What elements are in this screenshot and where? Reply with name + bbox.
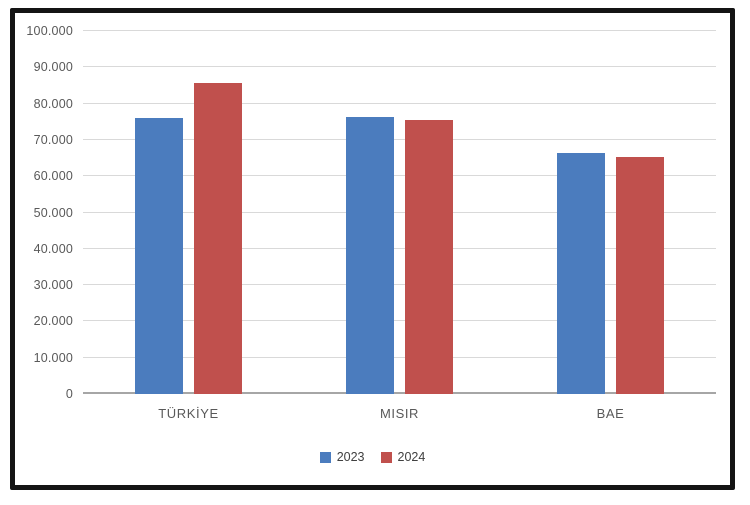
y-axis-tick-label: 40.000 xyxy=(33,241,73,256)
category-label: TÜRKİYE xyxy=(158,406,219,421)
bar-2023 xyxy=(135,118,183,394)
gridline xyxy=(83,320,716,322)
bar-groups xyxy=(83,31,716,394)
gridline xyxy=(83,138,716,140)
y-axis-tick-label: 30.000 xyxy=(33,278,73,293)
y-axis-tick-label: 80.000 xyxy=(33,96,73,111)
x-axis-labels: TÜRKİYE MISIR BAE xyxy=(83,406,716,421)
gridline xyxy=(83,66,716,68)
gridline xyxy=(83,284,716,286)
legend-item: 2024 xyxy=(380,450,426,464)
y-axis-tick-label: 60.000 xyxy=(33,169,73,184)
category-label: MISIR xyxy=(379,406,420,421)
y-axis-tick-label: 10.000 xyxy=(33,350,73,365)
bar-group xyxy=(83,31,294,394)
y-axis-tick-label: 90.000 xyxy=(33,60,73,75)
y-axis-tick-label: 100.000 xyxy=(26,24,73,38)
legend-swatch xyxy=(319,451,331,463)
gridline xyxy=(83,211,716,213)
legend-swatch xyxy=(380,451,392,463)
gridline xyxy=(83,30,716,31)
legend-item: 2023 xyxy=(319,450,365,464)
y-axis-tick-label: 0 xyxy=(65,387,73,401)
legend-label: 2024 xyxy=(397,450,426,464)
category-label: BAE xyxy=(596,406,625,421)
bar-group xyxy=(505,31,716,394)
bar-2024 xyxy=(405,119,453,394)
chart-frame: 0 10.000 20.000 30.000 40.000 50.000 60.000 70.… xyxy=(10,8,735,490)
y-axis-tick-label: 20.000 xyxy=(33,314,73,329)
y-axis-tick-label: 70.000 xyxy=(33,132,73,147)
legend-label: 2023 xyxy=(336,450,365,464)
bar-group xyxy=(294,31,505,394)
y-axis: 0 10.000 20.000 30.000 40.000 50.000 60.000 70.… xyxy=(21,24,73,401)
gridline xyxy=(83,175,716,177)
bar-2023 xyxy=(346,117,394,394)
y-axis-tick-label: 50.000 xyxy=(33,205,73,220)
gridline xyxy=(83,247,716,249)
bar-2024 xyxy=(194,82,242,394)
bar-2023 xyxy=(557,152,605,394)
bar-2024 xyxy=(616,156,664,394)
gridline xyxy=(83,102,716,104)
x-axis-line xyxy=(83,392,716,394)
gridline xyxy=(83,356,716,358)
plot-area xyxy=(83,30,716,394)
legend: 2023 2024 xyxy=(15,450,730,464)
